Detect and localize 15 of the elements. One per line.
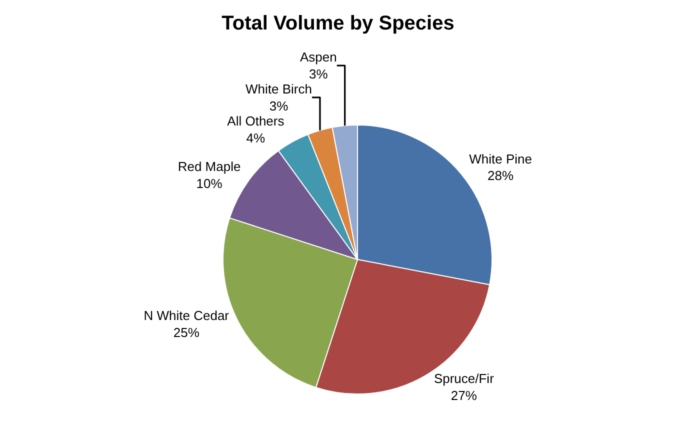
- slice-label: White Birch: [246, 82, 312, 97]
- data-label: 25%: [173, 324, 200, 340]
- data-label: 4%: [246, 130, 266, 146]
- data-label: 3%: [309, 66, 328, 82]
- slice-label: White Pine: [469, 151, 532, 166]
- data-label: 3%: [269, 98, 289, 114]
- data-label: 10%: [196, 176, 223, 191]
- slice-label: Aspen: [300, 50, 337, 65]
- slice-label: Red Maple: [178, 158, 241, 174]
- data-label: 28%: [488, 168, 514, 184]
- slice-label: Spruce/Fir: [434, 371, 495, 386]
- chart-title: Total Volume by Species: [222, 12, 454, 34]
- slice-label: N White Cedar: [144, 308, 230, 323]
- data-label: 27%: [450, 388, 478, 404]
- slice-label: All Others: [227, 113, 285, 128]
